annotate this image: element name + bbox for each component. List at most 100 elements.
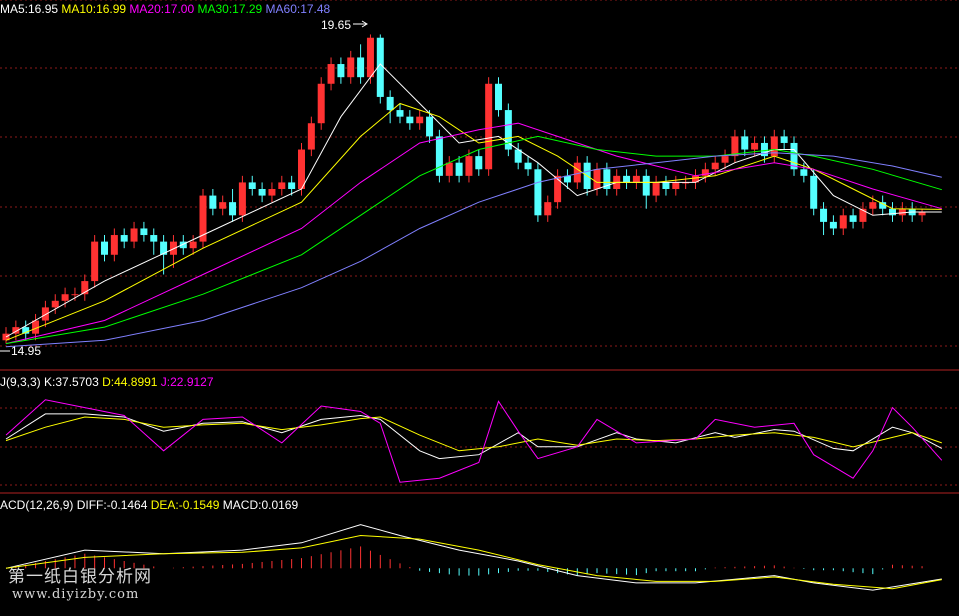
- candle-body: [406, 116, 414, 124]
- candle-body: [219, 202, 227, 209]
- kdj-line-j: [5, 399, 943, 483]
- candle-body: [879, 202, 887, 209]
- ma-line-ma10: [5, 102, 942, 341]
- candle-body: [898, 208, 906, 216]
- macd-diff-line: [5, 524, 942, 591]
- candle-body: [544, 202, 552, 216]
- legend-item: MA5:16.95: [0, 2, 58, 16]
- legend-item: MACD:0.0169: [219, 498, 298, 512]
- candle-body: [209, 195, 217, 209]
- candle-body: [593, 169, 601, 189]
- low-marker: 14.95: [0, 344, 41, 358]
- low-label: 14.95: [11, 344, 41, 358]
- candle-body: [169, 241, 177, 255]
- candle-body: [307, 123, 315, 150]
- candle-body: [435, 136, 443, 176]
- candle-body: [623, 175, 631, 183]
- moving-average-lines: [5, 63, 942, 348]
- candle-body: [790, 142, 798, 170]
- candle-body: [160, 241, 168, 255]
- legend-item: K:37.5703: [41, 375, 99, 389]
- candle-body: [672, 182, 680, 189]
- candle-body: [514, 149, 522, 163]
- candle-body: [780, 136, 788, 143]
- kdj-legend: J(9,3,3) K:37.5703 D:44.8991 J:22.9127: [0, 375, 214, 389]
- candle-body: [692, 175, 699, 183]
- high-marker: 19.65: [321, 18, 368, 32]
- candle-body: [71, 294, 79, 296]
- macd-lines: [5, 524, 942, 591]
- candle-body: [495, 83, 502, 111]
- candle-body: [563, 175, 571, 183]
- candle-body: [317, 83, 325, 124]
- macd-histogram: [15, 546, 923, 576]
- candle-body: [199, 195, 207, 242]
- legend-item: MA20:17.00: [126, 2, 194, 16]
- candle-body: [918, 212, 926, 216]
- candle-body: [248, 182, 256, 189]
- candle-body: [61, 294, 69, 301]
- candle-body: [455, 162, 463, 176]
- candle-body: [485, 83, 493, 170]
- high-label: 19.65: [321, 18, 351, 32]
- candle-body: [140, 228, 148, 236]
- candle-body: [603, 169, 611, 189]
- candle-body: [150, 235, 158, 242]
- ma-line-ma5: [5, 63, 942, 338]
- candle-body: [810, 175, 818, 209]
- candle-body: [416, 116, 424, 124]
- candle-body: [711, 162, 719, 170]
- candle-body: [268, 189, 276, 196]
- candle-body: [524, 162, 532, 170]
- candle-body: [869, 202, 877, 209]
- candle-body: [238, 182, 246, 216]
- kdj-line-d: [5, 416, 942, 452]
- candle-body: [475, 156, 483, 170]
- candle-body: [652, 182, 660, 196]
- candle-body: [91, 241, 99, 282]
- candle-body: [751, 142, 759, 150]
- candle-body: [820, 208, 828, 222]
- candle-body: [179, 241, 187, 249]
- candle-body: [298, 149, 305, 189]
- legend-item: MA30:17.29: [194, 2, 262, 16]
- candle-body: [682, 182, 690, 184]
- candle-body: [327, 64, 335, 84]
- legend-item: DIFF:-0.1464: [73, 498, 147, 512]
- candle-body: [642, 175, 650, 196]
- candle-body: [731, 136, 739, 157]
- candle-body: [337, 64, 345, 78]
- candle-body: [504, 110, 512, 150]
- price-candles: [2, 34, 926, 344]
- candle-body: [770, 136, 778, 157]
- candle-body: [554, 175, 562, 203]
- candle-body: [81, 281, 89, 295]
- candle-body: [386, 96, 394, 111]
- candle-body: [22, 327, 30, 334]
- legend-item: J:22.9127: [157, 375, 213, 389]
- candle-body: [829, 221, 837, 229]
- candle-body: [376, 37, 384, 97]
- candle-body: [721, 156, 729, 163]
- macd-dea-line: [5, 534, 942, 590]
- candle-body: [849, 215, 857, 222]
- legend-item: DEA:-0.1549: [147, 498, 219, 512]
- candle-body: [357, 57, 365, 78]
- candle-body: [110, 235, 118, 255]
- legend-item: ACD(12,26,9): [0, 498, 73, 512]
- candle-body: [632, 175, 640, 183]
- candle-body: [258, 189, 266, 196]
- candle-body: [662, 182, 670, 189]
- candle-body: [120, 235, 128, 242]
- legend-item: J(9,3,3): [0, 375, 41, 389]
- price-legend: MA5:16.95 MA10:16.99 MA20:17.00 MA30:17.…: [0, 2, 331, 16]
- candle-body: [534, 169, 542, 216]
- candle-body: [101, 241, 108, 255]
- candle-body: [426, 116, 434, 137]
- candle-body: [51, 300, 59, 308]
- legend-item: D:44.8991: [99, 375, 158, 389]
- candle-body: [839, 215, 847, 229]
- candle-body: [130, 228, 138, 242]
- candle-body: [366, 37, 374, 78]
